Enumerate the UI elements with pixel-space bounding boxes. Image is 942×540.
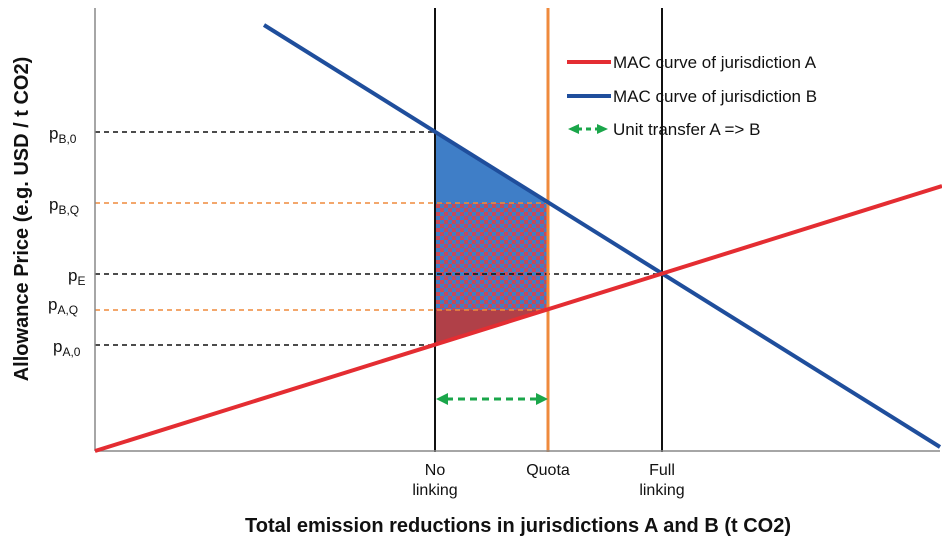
legend-green-double-arrow-icon <box>568 124 608 134</box>
price-label-pe: pE <box>68 266 85 288</box>
quota-label: Quota <box>526 462 570 479</box>
no-linking-label: No linking <box>412 462 457 499</box>
transfer-arrowhead-right <box>536 393 548 405</box>
legend-label-transfer: Unit transfer A => B <box>613 120 760 139</box>
price-label-pa0: pA,0 <box>53 337 81 359</box>
mac-curve-b <box>262 23 942 449</box>
legend-label-a: MAC curve of jurisdiction A <box>613 53 817 72</box>
price-label-paq: pA,Q <box>48 295 78 317</box>
full-linking-label: Full linking <box>639 462 684 499</box>
y-axis-title: Allowance Price (e.g. USD / t CO2) <box>11 57 33 382</box>
mac-curve-a <box>94 184 942 453</box>
transfer-arrowhead-left <box>436 393 448 405</box>
legend-label-b: MAC curve of jurisdiction B <box>613 87 817 106</box>
price-label-pbq: pB,Q <box>49 195 79 217</box>
checkered-transfer-area <box>435 203 548 310</box>
x-axis-title: Total emission reductions in jurisdictio… <box>245 515 791 537</box>
price-label-pb0: pB,0 <box>49 124 77 146</box>
legend: MAC curve of jurisdiction A MAC curve of… <box>567 53 817 139</box>
